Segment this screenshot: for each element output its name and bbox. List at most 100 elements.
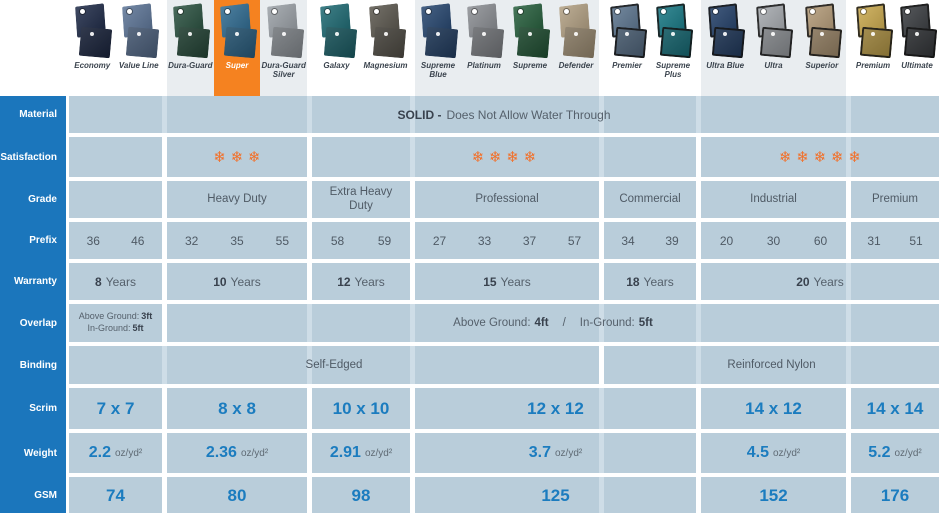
pool-cover-image <box>418 3 459 61</box>
weight-cell: 2.36 oz/yd² <box>167 433 307 473</box>
pool-cover-image <box>170 3 211 61</box>
scrim-cell: 7 x 7 <box>69 388 162 429</box>
product-column-ultra-blue[interactable]: Ultra Blue <box>701 0 749 96</box>
pool-cover-image <box>853 3 894 61</box>
row-label-gsm: GSM <box>34 490 57 501</box>
row-grade: Grade Heavy Duty Extra Heavy Duty Profes… <box>0 181 940 218</box>
prefix-cell: 31 51 <box>851 222 939 259</box>
pool-cover-image <box>510 3 551 61</box>
row-label-overlap: Overlap <box>19 317 57 329</box>
grommet-icon <box>809 9 815 14</box>
weight-cell: 2.91 oz/yd² <box>312 433 410 473</box>
product-name: Premier <box>612 61 642 70</box>
pool-cover-image <box>753 3 794 61</box>
product-column-supreme-blue[interactable]: Supreme Blue <box>415 0 461 96</box>
snowflake-icons: ❄ ❄ ❄ ❄ <box>471 148 537 166</box>
product-column-supreme-plus[interactable]: Supreme Plus <box>650 0 696 96</box>
grommet-icon <box>324 9 330 14</box>
product-column-super-selected[interactable]: Super <box>213 0 261 96</box>
pool-cover-image <box>802 3 843 61</box>
row-overlap: Overlap Above Ground: 3ft In-Ground: 5ft A… <box>0 304 940 342</box>
snowflake-icons: ❄ ❄ ❄ <box>213 148 261 166</box>
overlap-cell-small: Above Ground: 3ft In-Ground: 5ft <box>69 304 162 342</box>
product-name: Dura-Guard <box>168 61 213 70</box>
grommet-icon <box>861 9 866 14</box>
row-scrim: Scrim 7 x 7 8 x 8 10 x 10 12 x 12 14 x 1… <box>0 388 940 429</box>
product-group-professional: Supreme Blue Platinum Supreme Defender <box>415 0 599 96</box>
grommet-icon <box>761 9 767 14</box>
product-name: Defender <box>558 61 594 70</box>
grade-cell: Extra Heavy Duty <box>312 181 410 218</box>
scrim-cell: 12 x 12 <box>415 388 696 429</box>
product-name: Galaxy <box>323 61 350 70</box>
product-name: Super <box>225 61 249 70</box>
row-label-satisfaction: Satisfaction <box>0 151 57 163</box>
grommet-icon <box>661 9 666 14</box>
grade-cell: Premium <box>851 181 939 218</box>
pool-cover-image <box>653 3 694 61</box>
scrim-cell: 10 x 10 <box>312 388 410 429</box>
prefix-cell: 34 39 <box>604 222 696 259</box>
product-column-platinum[interactable]: Platinum <box>461 0 507 96</box>
gsm-cell: 125 <box>415 477 696 513</box>
gsm-cell: 98 <box>312 477 410 513</box>
row-material: Material SOLID - Does Not Allow Water Th… <box>0 96 940 133</box>
product-column-ultimate[interactable]: Ultimate <box>895 0 939 96</box>
row-prefix: Prefix 36 46 32 35 55 58 59 27 33 37 57 34 39 20… <box>0 222 940 259</box>
pool-cover-image <box>556 3 597 61</box>
warranty-cell: 12 Years <box>312 263 410 300</box>
product-column-superior[interactable]: Superior <box>798 0 846 96</box>
pool-cover-image <box>72 3 113 61</box>
row-weight: Weight 2.2 oz/yd² 2.36 oz/yd² 2.91 oz/yd² 3… <box>0 433 940 473</box>
product-column-dura-guard-silver[interactable]: Dura-Guard Silver <box>260 0 307 96</box>
warranty-cell: 20 Years <box>701 263 939 300</box>
row-label-prefix: Prefix <box>29 235 57 246</box>
warranty-cell: 15 Years <box>415 263 599 300</box>
pool-cover-image <box>217 3 258 61</box>
product-group-extra-heavy-duty: Galaxy Magnesium <box>312 0 410 96</box>
product-group-commercial: Premier Supreme Plus <box>604 0 696 96</box>
binding-cell-right: Reinforced Nylon <box>604 346 939 384</box>
gsm-cell: 176 <box>851 477 939 513</box>
product-name: Ultra Blue <box>706 61 745 70</box>
row-binding: Binding Self-Edged Reinforced Nylon <box>0 346 940 384</box>
satisfaction-cell-empty <box>69 137 162 177</box>
pool-cover-image <box>897 3 938 61</box>
warranty-cell: 18 Years <box>604 263 696 300</box>
grade-cell: Commercial <box>604 181 696 218</box>
pool-cover-image <box>317 3 357 61</box>
grommet-icon <box>271 9 277 14</box>
grommet-icon <box>713 9 719 14</box>
satisfaction-cell-5: ❄ ❄ ❄ ❄ ❄ <box>701 137 939 177</box>
product-column-galaxy[interactable]: Galaxy <box>312 0 361 96</box>
binding-cell-left: Self-Edged <box>69 346 599 384</box>
product-name: Supreme Plus <box>655 61 691 79</box>
pool-cover-image <box>119 3 159 61</box>
product-column-ultra[interactable]: Ultra <box>749 0 797 96</box>
pool-cover-image <box>705 3 746 61</box>
grommet-icon <box>426 9 431 14</box>
product-column-economy[interactable]: Economy <box>69 0 116 96</box>
grommet-icon <box>126 9 132 14</box>
pool-cover-image <box>366 3 406 61</box>
product-column-magnesium[interactable]: Magnesium <box>361 0 410 96</box>
product-column-premier[interactable]: Premier <box>604 0 650 96</box>
product-column-value-line[interactable]: Value Line <box>116 0 163 96</box>
product-column-premium[interactable]: Premium <box>851 0 895 96</box>
snowflake-icons: ❄ ❄ ❄ ❄ ❄ <box>779 148 861 166</box>
product-name: Supreme Blue <box>420 61 456 79</box>
weight-cell: 2.2 oz/yd² <box>69 433 162 473</box>
weight-cell: 4.5 oz/yd² <box>701 433 846 473</box>
row-satisfaction: Satisfaction ❄ ❄ ❄ ❄ ❄ ❄ ❄ ❄ ❄ ❄ ❄ ❄ <box>0 137 940 177</box>
row-label-weight: Weight <box>23 447 57 459</box>
prefix-cell: 32 35 55 <box>167 222 307 259</box>
product-column-dura-guard[interactable]: Dura-Guard <box>167 0 214 96</box>
product-column-supreme[interactable]: Supreme <box>507 0 553 96</box>
pool-cover-image <box>607 3 648 61</box>
grommet-icon <box>615 9 620 14</box>
grommet-icon <box>518 9 523 14</box>
product-header: Economy Value Line Dura-Guard Super Dura… <box>0 0 940 96</box>
product-column-defender[interactable]: Defender <box>553 0 599 96</box>
grade-cell: Heavy Duty <box>167 181 307 218</box>
product-name: Superior <box>805 61 839 70</box>
